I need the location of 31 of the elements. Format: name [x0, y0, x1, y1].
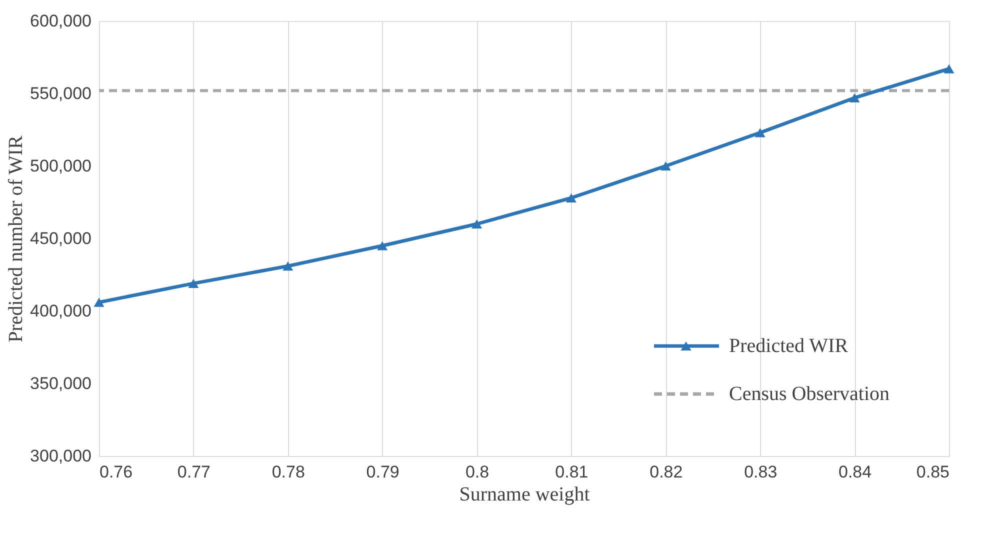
point — [849, 93, 860, 102]
point — [472, 219, 482, 229]
x-tick-label: 0.84 — [838, 462, 872, 482]
y-tick-label: 550,000 — [30, 84, 92, 103]
point — [377, 241, 388, 250]
legend-label: Predicted WIR — [729, 335, 849, 357]
y-tick-label: 300,000 — [30, 446, 92, 466]
y-axis-title: Predicted number of WIR — [5, 134, 28, 342]
point — [944, 64, 954, 74]
point — [94, 298, 104, 307]
x-tick-label: 0.81 — [555, 462, 588, 482]
y-tick-label: 400,000 — [30, 302, 92, 320]
point — [566, 193, 576, 202]
x-tick-label: 0.79 — [366, 462, 400, 482]
x-tick-label: 0.78 — [272, 462, 305, 482]
x-tick-label: 0.82 — [650, 462, 683, 482]
point — [660, 161, 671, 171]
x-axis-title: Surname weight — [459, 484, 590, 506]
y-tick-label: 450,000 — [30, 229, 92, 248]
x-tick-label: 0.85 — [916, 462, 950, 482]
x-tick-label: 0.8 — [465, 462, 490, 482]
x-tick-label: 0.76 — [100, 462, 133, 482]
y-tick-label: 500,000 — [30, 156, 92, 176]
point — [188, 278, 199, 288]
y-tick-label: 350,000 — [30, 374, 92, 393]
legend-label: Census Observation — [729, 383, 890, 405]
point — [282, 262, 294, 271]
y-tick-label: 600,000 — [30, 12, 92, 30]
point — [754, 128, 766, 138]
x-tick-label: 0.83 — [744, 462, 778, 482]
x-tick-label: 0.77 — [177, 462, 210, 482]
